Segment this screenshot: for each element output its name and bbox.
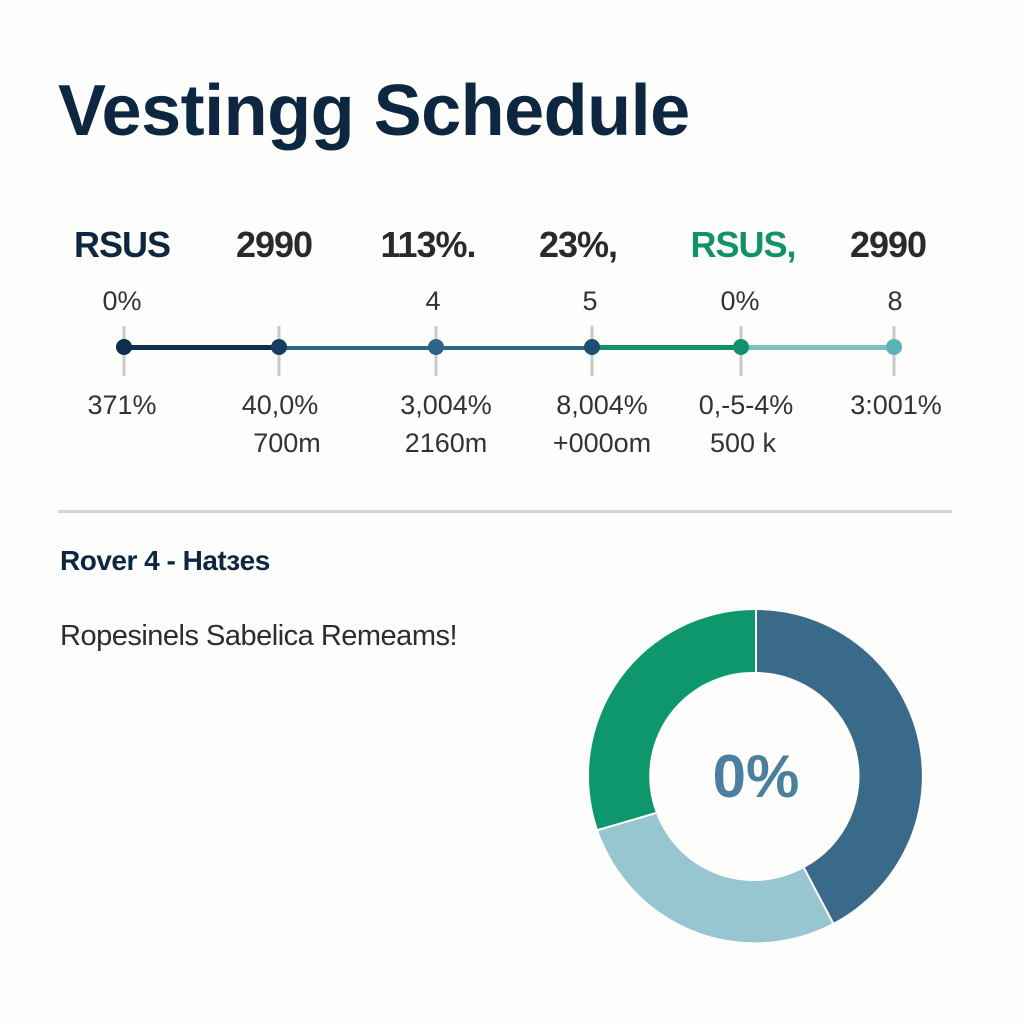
timeline-point[interactable] xyxy=(428,339,444,355)
donut-slice-green[interactable] xyxy=(588,609,756,830)
point-value: 371% xyxy=(87,390,157,420)
column-sub: 5 xyxy=(582,286,598,316)
column-sub: 0% xyxy=(102,286,142,316)
column-sub: 4 xyxy=(425,286,441,316)
page-title: Vestingg Schedule xyxy=(58,71,690,151)
timeline-point[interactable] xyxy=(116,339,132,355)
donut-chart xyxy=(588,609,922,943)
section-divider xyxy=(58,510,952,513)
timeline-segment xyxy=(279,346,436,350)
column-sub: 0% xyxy=(720,286,760,316)
point-amount: 700m xyxy=(253,428,321,458)
column-head: 2990 xyxy=(849,224,927,265)
vesting-sub-row: 0% 4 5 0% 8 xyxy=(0,286,1024,318)
donut-slice-dark-blue[interactable] xyxy=(756,610,922,923)
column-head: RSUS xyxy=(73,224,171,265)
donut-slice-light-blue[interactable] xyxy=(598,813,833,943)
section-title: Rover 4 - Hatзes xyxy=(60,545,270,576)
timeline-segment xyxy=(741,345,894,350)
timeline-segment xyxy=(592,345,741,350)
donut-center-label: 0% xyxy=(712,742,800,810)
timeline-point[interactable] xyxy=(886,339,902,355)
timeline-segment xyxy=(124,345,279,350)
vesting-timeline xyxy=(0,320,1024,380)
vesting-amount-row: 700m 2160m +000om 500 k xyxy=(0,428,1024,462)
point-value: 0,-5-4% xyxy=(698,390,794,420)
column-sub: 8 xyxy=(887,286,903,316)
vesting-header-row: RSUS 2990 113%. 23%, RSUS, 2990 xyxy=(0,224,1024,268)
column-head: 23%, xyxy=(538,224,618,265)
point-amount: 500 k xyxy=(709,428,777,458)
point-amount: +000om xyxy=(552,428,652,458)
point-value: 40,0% xyxy=(241,390,319,420)
timeline-point[interactable] xyxy=(271,339,287,355)
column-head: RSUS, xyxy=(690,224,796,265)
point-amount: 2160m xyxy=(404,428,488,458)
column-head: 113%. xyxy=(380,224,476,265)
section-description: Ropesinels Sabelica Remeams! xyxy=(60,620,458,652)
point-value: 8,004% xyxy=(556,390,648,420)
column-head: 2990 xyxy=(235,224,313,265)
timeline-segment xyxy=(436,346,592,350)
point-value: 3:001% xyxy=(850,390,942,420)
timeline-point[interactable] xyxy=(733,339,749,355)
vesting-value-row: 371% 40,0% 3,004% 8,004% 0,-5-4% 3:001% xyxy=(0,390,1024,424)
timeline-point[interactable] xyxy=(584,339,600,355)
point-value: 3,004% xyxy=(400,390,492,420)
